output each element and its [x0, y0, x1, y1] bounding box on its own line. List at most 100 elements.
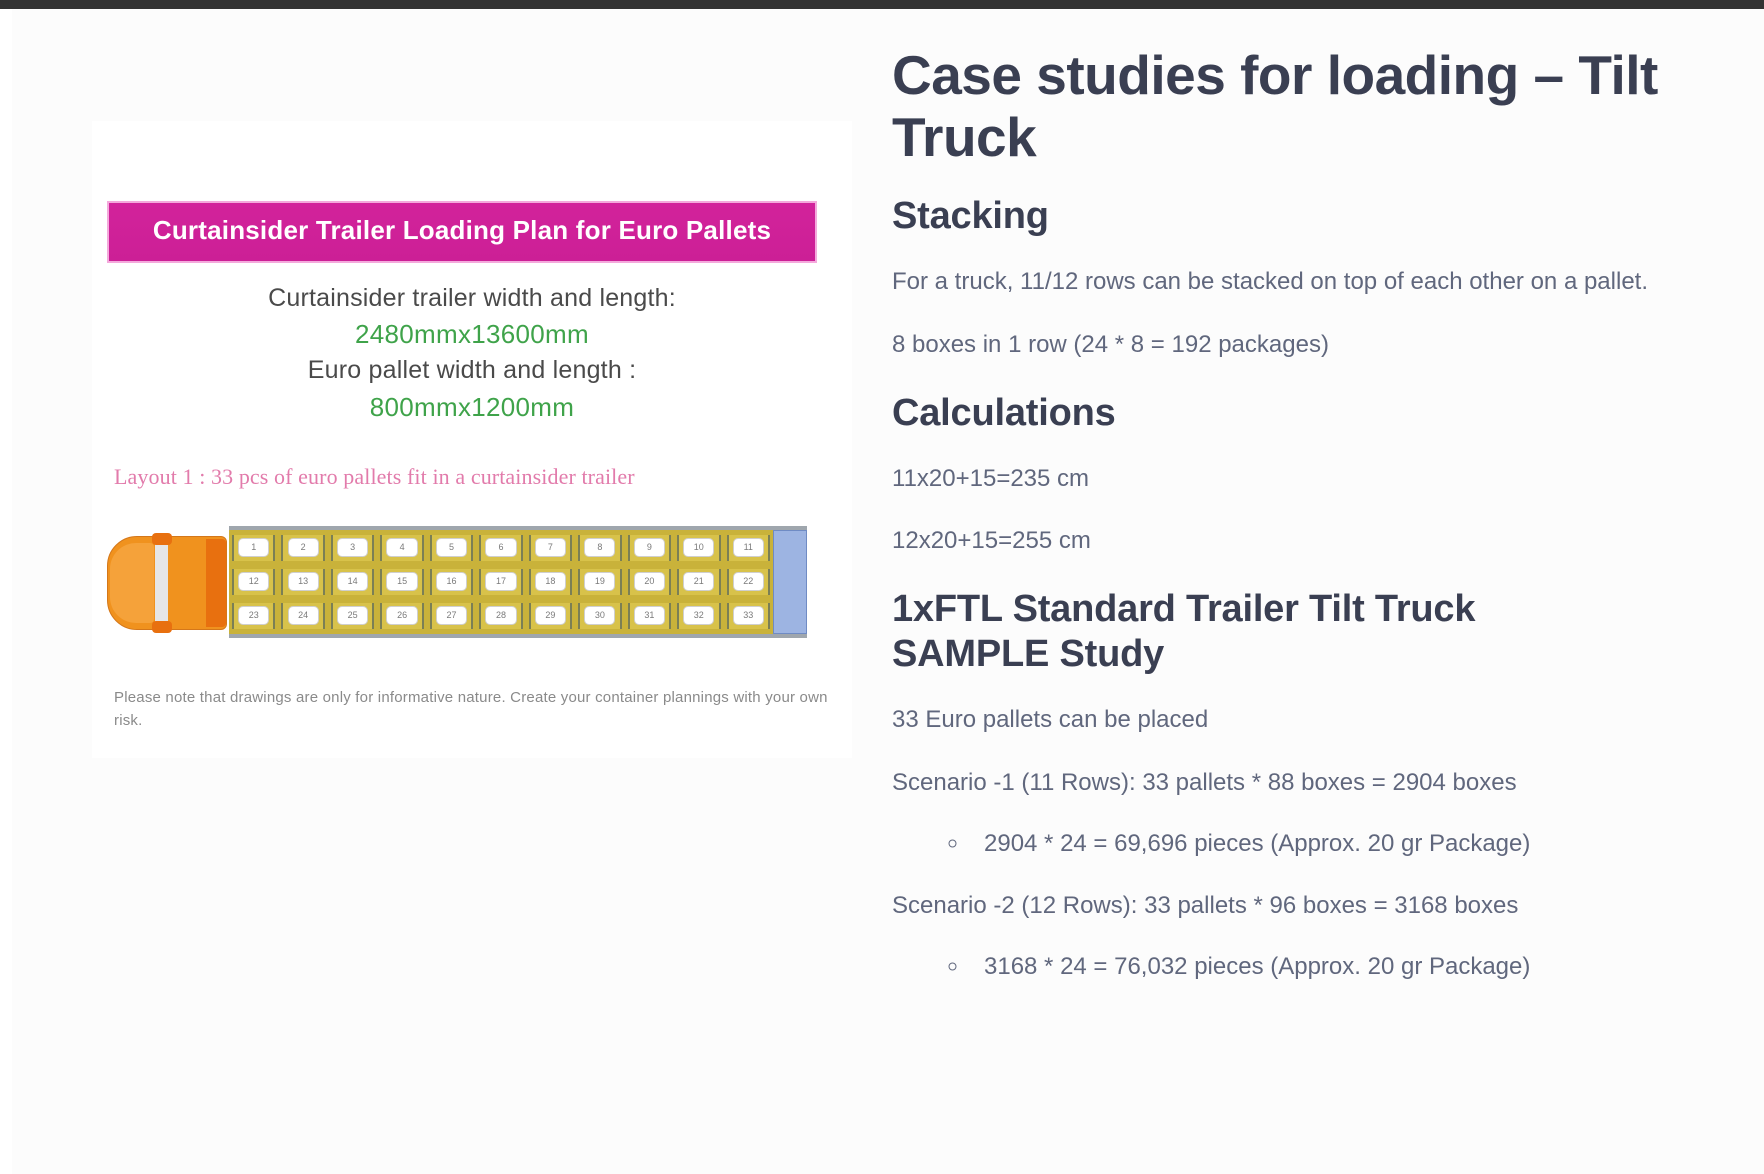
pallet-slot: 18 [528, 568, 573, 595]
pallet-slot: 3 [330, 534, 375, 561]
pallet-row: 12 13 14 15 16 17 18 19 20 21 22 [229, 566, 773, 598]
top-chrome-bar [0, 0, 1764, 9]
pallet-slot: 8 [578, 534, 622, 561]
section-heading-sample-study: 1xFTL Standard Trailer Tilt Truck SAMPLE… [892, 588, 1476, 676]
pallet-slot: 1 [232, 534, 276, 561]
pallet-number: 9 [633, 538, 665, 558]
trailer-rear-door [773, 529, 807, 634]
pallet-slot: 14 [330, 568, 375, 595]
pallet-number: 20 [633, 572, 665, 592]
pallet-slot: 31 [627, 602, 672, 629]
page-title: Case studies for loading – Tilt Truck [892, 44, 1658, 168]
stacking-paragraph-1: For a truck, 11/12 rows can be stacked o… [892, 268, 1648, 296]
pallet-number: 6 [485, 538, 517, 558]
trailer-dimension-label: Curtainsider trailer width and length: [268, 283, 676, 312]
scenario-2-bullet-list: 3168 * 24 = 76,032 pieces (Approx. 20 gr… [892, 948, 1712, 986]
pallet-slot: 9 [627, 534, 672, 561]
pallet-number: 15 [386, 572, 418, 592]
pallet-number: 26 [386, 606, 418, 626]
pallet-slot: 12 [232, 568, 276, 595]
cab-mirror-bottom-icon [152, 620, 172, 633]
pallet-slot: 32 [677, 602, 721, 629]
cab-mirror-top-icon [152, 532, 172, 545]
trailer-body: 1 2 3 4 5 6 7 8 9 10 11 12 13 14 15 16 17 18 19 20 21 22 23 24 2… [229, 525, 807, 638]
pallet-slot: 28 [479, 602, 523, 629]
pallet-number: 5 [435, 538, 468, 558]
pallet-slot: 20 [627, 568, 672, 595]
pallet-slot: 23 [232, 602, 276, 629]
layout-caption: Layout 1 : 33 pcs of euro pallets fit in… [114, 463, 635, 489]
pallet-slot: 17 [479, 568, 523, 595]
pallet-slot: 19 [578, 568, 622, 595]
pallet-number: 19 [584, 572, 616, 592]
pallet-number: 11 [732, 538, 764, 558]
sample-study-intro: 33 Euro pallets can be placed [892, 706, 1209, 733]
pallet-number: 10 [683, 538, 715, 558]
pallet-bed: 1 2 3 4 5 6 7 8 9 10 11 12 13 14 15 16 17 18 19 20 21 22 23 24 2… [229, 529, 773, 634]
scenario-2-text: Scenario -2 (12 Rows): 33 pallets * 96 b… [892, 892, 1519, 920]
pallet-number: 25 [337, 606, 369, 626]
pallet-slot: 26 [380, 602, 424, 629]
pallet-slot: 27 [429, 602, 474, 629]
figure-banner-title: Curtainsider Trailer Loading Plan for Eu… [107, 201, 817, 263]
pallet-slot: 7 [528, 534, 573, 561]
pallet-number: 7 [534, 538, 567, 558]
pallet-slot: 16 [429, 568, 474, 595]
pallet-number: 13 [287, 572, 319, 592]
pallet-slot: 2 [281, 534, 325, 561]
pallet-number: 8 [584, 538, 616, 558]
pallet-slot: 15 [380, 568, 424, 595]
list-item: 3168 * 24 = 76,032 pieces (Approx. 20 gr… [970, 948, 1712, 986]
pallet-slot: 4 [380, 534, 424, 561]
cab-nose [110, 542, 154, 623]
pallet-row: 23 24 25 26 27 28 29 30 31 32 33 [229, 600, 773, 632]
pallet-number: 22 [732, 572, 764, 592]
figure-disclaimer: Please note that drawings are only for i… [114, 688, 828, 729]
pallet-dimension-label: Euro pallet width and length : [307, 356, 637, 385]
pallet-slot: 33 [726, 602, 770, 629]
pallet-number: 29 [534, 606, 567, 626]
article-layout: Curtainsider Trailer Loading Plan for Eu… [12, 9, 1764, 1174]
stacking-paragraph-2: 8 boxes in 1 row (24 * 8 = 192 packages) [892, 330, 1329, 358]
pallet-row: 1 2 3 4 5 6 7 8 9 10 11 [229, 532, 773, 564]
pallet-slot: 6 [479, 534, 523, 561]
calculation-line-1: 11x20+15=235 cm [892, 464, 1090, 492]
pallet-number: 12 [238, 572, 270, 592]
pallet-number: 23 [238, 606, 270, 626]
pallet-slot: 24 [281, 602, 325, 629]
trailer-dimension-value: 2480mmx13600mm [355, 319, 589, 350]
loading-plan-figure[interactable]: Curtainsider Trailer Loading Plan for Eu… [92, 121, 852, 759]
pallet-slot: 25 [330, 602, 375, 629]
pallet-number: 1 [238, 538, 270, 558]
pallet-number: 14 [337, 572, 369, 592]
pallet-dimension-value: 800mmx1200mm [369, 391, 575, 422]
pallet-number: 18 [534, 572, 567, 592]
pallet-number: 28 [485, 606, 517, 626]
pallet-number: 4 [386, 538, 418, 558]
left-gutter [0, 9, 12, 1174]
truck-diagram: 1 2 3 4 5 6 7 8 9 10 11 12 13 14 15 16 17 18 19 20 21 22 23 24 2… [107, 525, 807, 638]
calculation-line-2: 12x20+15=255 cm [892, 527, 1091, 555]
section-heading-calculations: Calculations [892, 391, 1116, 434]
pallet-number: 2 [287, 538, 319, 558]
cab-windshield [155, 540, 168, 625]
pallet-slot: 29 [528, 602, 573, 629]
pallet-slot: 21 [677, 568, 721, 595]
pallet-slot: 22 [726, 568, 770, 595]
pallet-slot: 10 [677, 534, 721, 561]
pallet-slot: 5 [429, 534, 474, 561]
pallet-number: 32 [683, 606, 715, 626]
figure-dimensions: Curtainsider trailer width and length: 2… [92, 281, 852, 426]
scenario-1-text: Scenario -1 (11 Rows): 33 pallets * 88 b… [892, 768, 1517, 796]
pallet-number: 24 [287, 606, 319, 626]
pallet-number: 16 [435, 572, 468, 592]
truck-cab-icon [107, 532, 227, 633]
figure-column: Curtainsider Trailer Loading Plan for Eu… [12, 9, 892, 759]
section-heading-stacking: Stacking [892, 195, 1049, 238]
pallet-number: 31 [633, 606, 665, 626]
cab-rear-panel [206, 538, 226, 627]
pallet-slot: 30 [578, 602, 622, 629]
pallet-number: 21 [683, 572, 715, 592]
list-item: 2904 * 24 = 69,696 pieces (Approx. 20 gr… [970, 825, 1712, 863]
pallet-number: 3 [337, 538, 369, 558]
